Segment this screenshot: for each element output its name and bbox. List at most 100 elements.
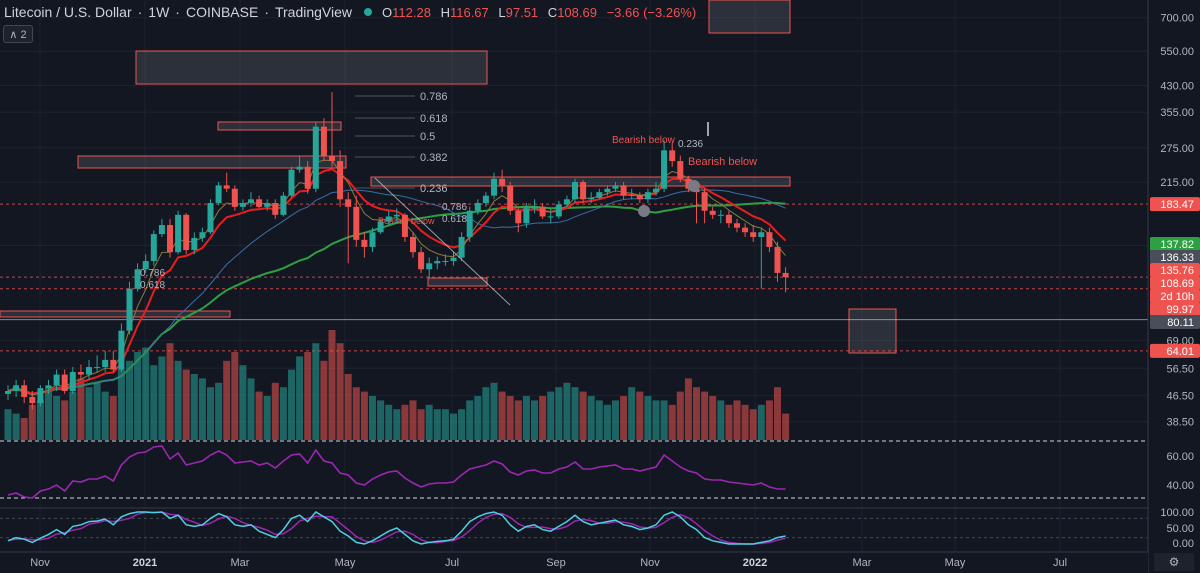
candle-body: [264, 203, 271, 207]
time-tick-label: Mar: [853, 557, 872, 569]
price-marker-label: 183.47: [1160, 199, 1194, 211]
volume-bar: [757, 404, 765, 440]
price-marker-label: 80.11: [1167, 317, 1194, 329]
chart-header: Litecoin / U.S. Dollar · 1W · COINBASE ·…: [0, 0, 702, 24]
candle-body: [150, 234, 157, 262]
price-marker: [1150, 315, 1200, 330]
volume-bar: [458, 409, 466, 440]
candle-body: [507, 185, 514, 211]
collapse-indicators-button[interactable]: ∧ 2: [3, 25, 33, 43]
candle-body: [750, 232, 757, 237]
volume-bar: [450, 413, 457, 440]
time-axis-background: [0, 552, 1148, 573]
volume-bar: [774, 387, 781, 440]
volume-bar: [652, 400, 660, 440]
exchange-label: COINBASE: [185, 4, 259, 20]
candle-body: [142, 261, 149, 270]
volume-bar: [255, 391, 263, 440]
price-axis[interactable]: 700.00 550.00 430.00 355.00 275.00 215.00 136.…: [1147, 0, 1200, 573]
time-tick-label: 2021: [133, 557, 157, 569]
market-status-icon: [364, 8, 373, 16]
candle-body: [677, 161, 684, 179]
volume-bars: [4, 330, 790, 440]
volume-bar: [684, 378, 692, 440]
price-marker-label: 64.01: [1166, 346, 1194, 358]
price-marker-label: 135.76: [1160, 265, 1194, 277]
price-tick-label: 275.00: [1160, 143, 1194, 155]
volume-bar: [547, 391, 555, 440]
volume-bar: [506, 396, 514, 440]
bearish-label: Bearish below: [612, 135, 676, 146]
candle-body: [547, 216, 554, 218]
volume-bar: [93, 382, 101, 440]
candle-body: [110, 359, 117, 370]
candle-body: [272, 203, 279, 215]
time-tick-label: 2022: [743, 557, 767, 569]
volume-bar: [215, 382, 223, 440]
volume-bar: [733, 400, 741, 440]
candle-body: [401, 214, 408, 237]
volume-bar: [174, 360, 182, 440]
candle-body: [280, 195, 287, 215]
candlesticks[interactable]: [5, 92, 789, 410]
volume-bar: [514, 400, 522, 440]
interval-label[interactable]: 1W: [148, 4, 170, 20]
volume-bar: [612, 400, 619, 440]
volume-bar: [296, 356, 304, 440]
candle-body: [709, 210, 716, 215]
close-label: C: [547, 4, 558, 20]
volume-bar: [425, 404, 433, 440]
volume-bar: [198, 378, 206, 440]
candle-body: [653, 188, 659, 193]
candle-body: [199, 232, 206, 238]
candle-body: [774, 246, 781, 273]
candle-body: [345, 199, 352, 207]
rsi-line: [7, 445, 786, 499]
candle-body: [482, 195, 489, 204]
event-marker: [688, 180, 700, 192]
candle-body: [782, 272, 789, 278]
bearish-label: Bearish below: [378, 216, 435, 226]
time-axis[interactable]: Nov 2021 Mar May Jul Sep Nov 2022 Mar May Jul ⚙: [0, 551, 1194, 573]
volume-bar: [4, 409, 12, 440]
fib-label: 0.786: [442, 202, 467, 213]
volume-bar: [620, 396, 628, 440]
candle-body: [37, 388, 44, 404]
candle-body: [669, 150, 676, 162]
candle-body: [628, 194, 635, 196]
volume-bar: [417, 409, 425, 440]
candle-body: [499, 178, 506, 186]
zone-box: [77, 155, 347, 169]
separator-dot: ·: [137, 4, 143, 20]
volume-bar: [223, 360, 231, 440]
volume-bar: [12, 413, 20, 440]
candle-body: [207, 203, 214, 233]
volume-bar: [150, 365, 158, 440]
volume-bar: [53, 396, 61, 440]
candle-body: [45, 385, 52, 389]
candle-body: [701, 192, 708, 211]
price-marker-label: 108.69: [1160, 278, 1194, 290]
candle-body: [555, 204, 562, 217]
stoch-k-line: [7, 511, 786, 545]
volume-bar: [109, 396, 117, 440]
fib-label: 0.382: [420, 152, 448, 164]
volume-bar: [433, 409, 441, 440]
volume-bar: [531, 400, 538, 440]
candle-body: [620, 185, 627, 196]
volume-bar: [522, 396, 530, 440]
volume-bar: [579, 391, 587, 440]
volume-bar: [660, 400, 668, 440]
candle-body: [491, 178, 497, 196]
symbol-title[interactable]: Litecoin / U.S. Dollar: [4, 4, 132, 20]
price-tick-label: 355.00: [1160, 107, 1194, 119]
close-value: 108.69: [557, 4, 597, 20]
candle-body: [21, 385, 28, 397]
volume-bar: [77, 378, 85, 440]
candle-body: [531, 206, 538, 209]
price-tick-label: 38.50: [1166, 417, 1194, 429]
settings-button: [1154, 553, 1194, 571]
candle-body: [239, 203, 246, 207]
